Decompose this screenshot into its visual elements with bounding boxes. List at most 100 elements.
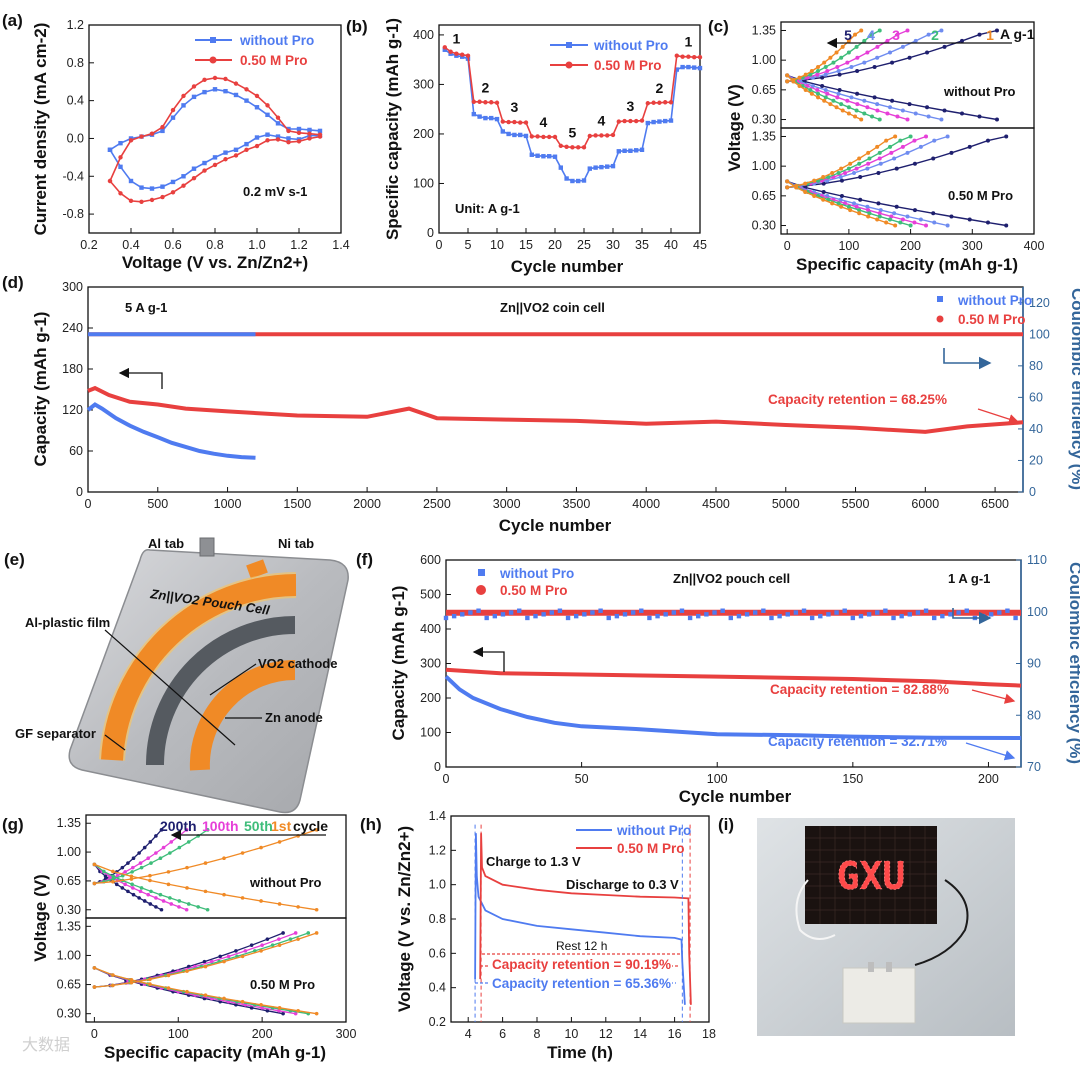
panel-b-curve-without-pro-point [552,154,558,159]
panel-f-y2tick-label: 90 [1027,657,1041,671]
panel-c-top-curve-discharge-point [862,111,867,116]
panel-c-bottom-curve-charge-point [892,156,897,161]
panel-a-legend-marker-red [209,56,217,64]
panel-d-xtick-label: 0 [85,497,92,511]
panel-b-xtick-label: 40 [664,238,678,252]
panel-b-curve-050m-pro-point [599,133,604,138]
panel-label-e: (e) [4,550,25,569]
panel-f-ce-without-pro-point [663,612,668,617]
panel-f-ce-without-pro-point [443,615,449,621]
panel-b-legend-blue: without Pro [593,38,668,53]
panel-b-curve-050m-pro-point [651,100,656,105]
panel-b-curve-without-pro-point [668,118,674,123]
panel-c-top-curve-charge-point [859,28,864,33]
panel-b-curve-050m-pro-point [448,49,453,54]
panel-c-top-curve-discharge-point [797,83,802,88]
panel-g-top-curve-discharge-point [138,889,143,894]
panel-c-bottom-curve-charge-point [821,181,826,186]
panel-d-xtick-label: 5000 [772,497,800,511]
panel-a-curve-without-pro-point [191,94,197,100]
panel-c-bottom-curve-discharge-point [838,197,843,202]
panel-c-top-curve-charge-point [900,44,905,49]
panel-g-top-curve-charge-point [129,877,134,881]
panel-c-top-curve-discharge-point [907,102,912,107]
panel-c-top-curve-discharge-point [823,87,828,92]
panel-c-bottom-curve-charge-point [838,175,843,180]
panel-f-ce-without-pro-point [923,608,929,613]
panel-d-capacity-050m-pro [87,385,1024,434]
panel-f-ce-without-pro-point [956,610,961,615]
panel-g-top-curve-discharge-point [123,882,127,887]
panel-f-ce-without-pro-point [598,608,603,613]
panel-c-top-curve-discharge-point [994,117,999,122]
panel-c-top-curve-discharge-point [815,87,820,92]
panel-a-curve-050m-pro-point [244,147,249,152]
panel-c-top-curve-discharge-point [828,102,833,107]
panel-f-ce-without-pro-point [655,613,660,619]
panel-b-curve-050m-pro-point [547,134,552,140]
panel-c-bottom-curve-charge-point [785,185,790,190]
panel-d-y2tick-label: 60 [1029,390,1043,404]
panel-c-top-curve-discharge-point [870,114,875,119]
panel-f-ticks: 0 50 100 150 200 0 100 200 300 400 500 600 70 80 90 100… [420,553,1048,786]
panel-c-top-curve-discharge-point [809,91,814,96]
panel-c-bottom-curve-charge-point [985,138,990,143]
panel-c-ticks: 0 100 200 300 400 0.30 0.65 1.00 1.35 0.30 0.65 1.0… [752,23,1045,253]
panel-h-charge: Charge to 1.3 V [486,854,581,869]
panel-b-curve-050m-pro-point [663,100,668,105]
panel-c-bottom-curve-charge-point [857,161,862,166]
panel-d-retention: Capacity retention = 68.25% [768,392,947,407]
panel-a-curve-without-pro-point [244,98,249,103]
panel-b-curve-050m-pro-point [605,133,610,138]
led-display-text: GXU [837,854,906,898]
panel-c-bottom-curve-discharge-point [900,217,905,222]
panel-g-top-curve-discharge-point [184,907,189,912]
panel-g-top-curve-charge-point [205,828,210,832]
panel-c-top-curve-discharge-point [900,108,905,113]
panel-g-top-curve-discharge-point [168,896,172,900]
panel-c-bottom-curve-charge-point [866,150,871,155]
panel-a-annotation: 0.2 mV s-1 [243,184,307,199]
panel-c-bottom-curve-charge-point [865,166,870,171]
panel-c-top-curve-discharge-point [846,105,851,110]
panel-c-top-curve-charge-point [895,32,900,37]
panel-g-bottom-curve-charge-point [202,959,207,964]
panel-g-top-curve-discharge-point [120,886,125,890]
panel-b-curve-050m-pro-point [460,52,465,57]
panel-g-bottom-curve-charge-point [185,969,189,973]
panel-b-curve-without-pro-point [628,148,633,153]
panel-c-top-curve-discharge-point [820,83,825,88]
panel-f-ce-without-pro-point [988,612,994,617]
panel-a-xtick-label: 0.4 [122,238,139,252]
panel-a-curve-without-pro-point [139,185,144,190]
panel-a-xtick-label: 0.8 [206,238,223,252]
panel-g-top-curve-discharge-point [148,878,152,883]
panel-b-curve-without-pro-point [529,152,534,157]
panel-b-curve-without-pro-point [622,148,627,153]
panel-d-ytick-label: 120 [62,403,83,417]
panel-c-top-curve-charge-point [862,38,867,43]
panel-b-curve-without-pro-point [587,166,592,171]
panel-f-ytick-label: 0 [434,760,441,774]
panel-a-curve-050m-pro-point [244,87,249,92]
panel-b-frame [438,24,701,234]
panel-g-top-curve-discharge-point [111,869,115,874]
panel-h-ytick-label: 1.0 [429,878,446,892]
panel-g-bottom-curve-charge-point [92,985,97,989]
panel-h-blue-retention-bg [488,976,672,991]
panel-g-top-curve-charge-point [169,840,174,844]
panel-f-ce-without-pro-point [899,613,904,619]
panel-g-top-curve-charge-point [146,856,151,861]
panel-c-bottom-curve-discharge-point [949,214,954,219]
panel-f-ce-without-pro-point [565,615,571,621]
panel-c-rate-label: 2 [931,27,939,43]
panel-h-ytick-label: 0.4 [429,981,446,995]
panel-f-ce-without-pro-point [720,608,725,613]
panel-c-bottom-curve-discharge-point [912,208,917,213]
panel-a-ylabel: Current density (mA cm-2) [31,23,50,236]
panel-c-top-curve-charge-point [849,65,854,70]
panel-a-curve-without-pro-point [265,112,270,118]
panel-d-ticks: 0 500 1000 1500 2000 2500 3000 3500 4000 4500 5000… [62,280,1050,511]
